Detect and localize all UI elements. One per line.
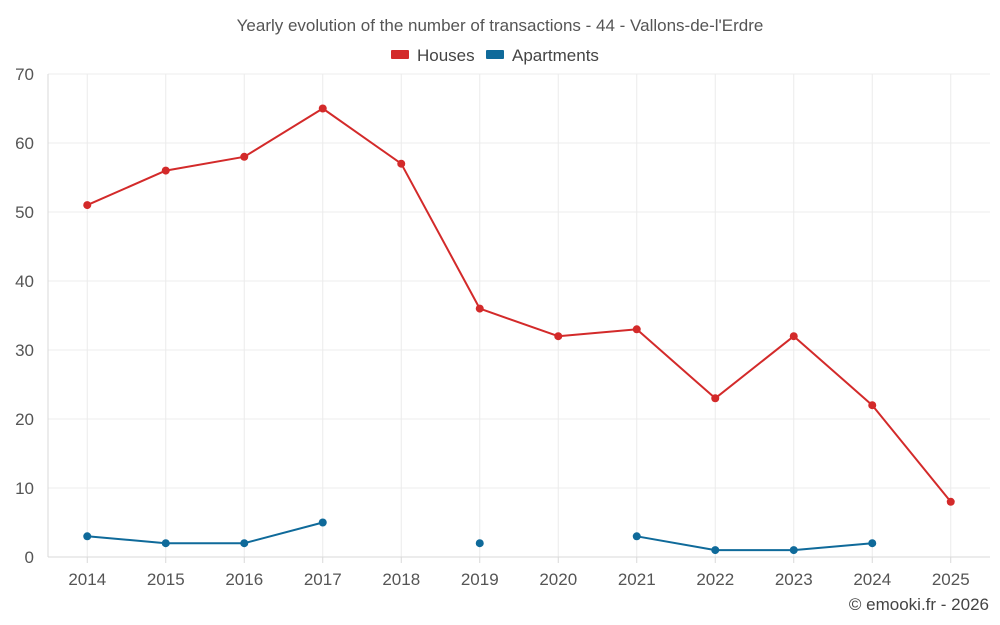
x-tick-label: 2024 [853,570,891,589]
series-houses [83,104,955,506]
data-point-houses[interactable] [946,497,955,506]
x-tick-label: 2016 [225,570,263,589]
x-tick-label: 2020 [539,570,577,589]
x-tick-label: 2019 [461,570,499,589]
data-point-apartments[interactable] [789,546,798,555]
y-tick-label: 30 [15,341,34,360]
data-point-houses[interactable] [711,394,720,403]
legend-label-apartments[interactable]: Apartments [512,46,599,65]
data-point-houses[interactable] [397,159,406,168]
y-tick-label: 60 [15,134,34,153]
x-tick-label: 2023 [775,570,813,589]
series-line-apartments [636,535,873,552]
data-point-apartments[interactable] [868,539,877,548]
data-point-houses[interactable] [554,332,563,341]
x-tick-label: 2017 [304,570,342,589]
x-tick-label: 2018 [382,570,420,589]
y-tick-label: 0 [25,548,34,567]
data-point-apartments[interactable] [161,539,170,548]
legend[interactable]: Houses Apartments [391,46,599,65]
y-tick-label: 70 [15,65,34,84]
y-axis-ticks: 0 10 20 30 40 50 60 70 [15,65,34,567]
data-point-apartments[interactable] [632,532,641,541]
data-point-houses[interactable] [868,401,877,410]
chart-title: Yearly evolution of the number of transa… [237,16,764,35]
x-tick-label: 2015 [147,570,185,589]
x-tick-label: 2014 [68,570,106,589]
x-tick-label: 2021 [618,570,656,589]
data-point-houses[interactable] [161,166,170,175]
data-point-apartments[interactable] [240,539,249,548]
data-point-houses[interactable] [83,201,92,210]
legend-swatch-apartments[interactable] [486,50,504,59]
y-tick-label: 20 [15,410,34,429]
legend-swatch-houses[interactable] [391,50,409,59]
data-point-houses[interactable] [789,332,798,341]
data-point-apartments[interactable] [318,518,327,527]
data-point-houses[interactable] [318,104,327,113]
grid [48,73,990,557]
data-point-apartments[interactable] [475,539,484,548]
x-tick-label: 2022 [696,570,734,589]
axes [47,74,990,563]
data-point-apartments[interactable] [711,546,720,555]
y-tick-label: 50 [15,203,34,222]
x-axis-ticks: 2014 2015 2016 2017 2018 2019 2020 2021 2022 2023… [68,570,969,589]
series-line-houses [86,107,952,503]
data-point-houses[interactable] [632,325,641,334]
y-tick-label: 10 [15,479,34,498]
series-apartments [83,518,877,555]
credit-text[interactable]: © emooki.fr - 2026 [849,595,989,614]
data-point-houses[interactable] [240,152,249,161]
data-point-apartments[interactable] [83,532,92,541]
series-line-apartments [87,521,324,545]
legend-label-houses[interactable]: Houses [417,46,475,65]
x-tick-label: 2025 [932,570,970,589]
data-point-houses[interactable] [475,304,484,313]
series [83,104,955,555]
y-tick-label: 40 [15,272,34,291]
